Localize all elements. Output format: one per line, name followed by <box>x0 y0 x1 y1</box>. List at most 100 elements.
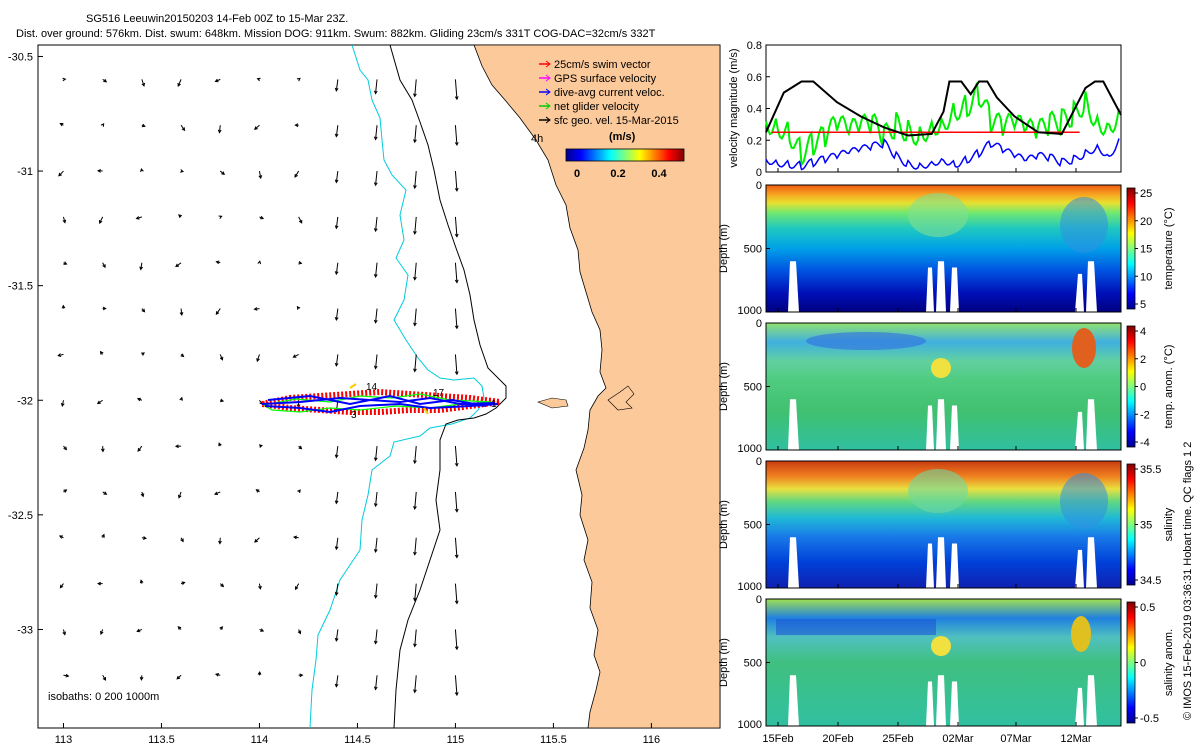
section-feature <box>908 193 968 237</box>
vector-shaft <box>335 629 339 641</box>
colorbar-tick-label: 4 <box>1140 326 1146 338</box>
vector-head <box>334 683 339 688</box>
track-label-14: 14 <box>366 382 378 393</box>
vector-head <box>254 126 258 130</box>
section-panel-2: 0 500 1000 Depth (m) 35.5 35 34.5 salinity <box>718 456 1175 593</box>
map-xtick-label: 114.5 <box>344 734 371 746</box>
colorbar-tick-label: 2 <box>1140 354 1146 366</box>
data-gap <box>1075 273 1084 312</box>
vector-head <box>334 179 339 184</box>
map-xtick-label: 114 <box>251 734 269 746</box>
vector-head <box>103 78 108 83</box>
colorbar-tick-label: 0.5 <box>1140 602 1155 614</box>
vector-head <box>294 173 298 178</box>
section-feature <box>1071 616 1091 652</box>
velocity-ytick-label: 0.4 <box>747 104 762 116</box>
data-gap <box>936 261 946 312</box>
velocity-panel: 0 0.2 0.4 0.6 0.8 velocity magnitude (m/s) <box>728 40 1122 179</box>
vector-head <box>176 675 181 680</box>
data-gap <box>788 399 799 450</box>
vector-head <box>334 87 339 92</box>
vector-shaft <box>375 446 378 461</box>
vector-head <box>102 306 107 311</box>
legend-label: 25cm/s swim vector <box>554 59 651 71</box>
vector-shaft <box>454 491 458 512</box>
colorbar-tick-0: 0 <box>574 168 580 180</box>
colorbar-tick-label: 15 <box>1140 244 1152 256</box>
vector-head <box>177 494 182 499</box>
vector-shaft <box>335 354 339 366</box>
section-ytick-label: 500 <box>744 244 762 256</box>
vector-head <box>177 626 182 630</box>
velocity-series-line <box>765 80 1122 137</box>
vector-head <box>254 539 258 543</box>
vector-head <box>62 77 67 82</box>
velocity-series-line <box>765 138 1120 171</box>
vector-head <box>179 312 184 317</box>
legend-arrowhead <box>545 102 551 110</box>
map-xtick-label: 115.5 <box>540 734 567 746</box>
vector-shaft <box>375 675 378 690</box>
isobaths-label: isobaths: 0 200 1000m <box>48 691 159 703</box>
map-ytick-label: -31.5 <box>8 281 33 293</box>
vector-head <box>454 462 459 467</box>
vector-shaft <box>414 675 417 693</box>
vector-shaft <box>375 629 378 644</box>
vector-head <box>298 445 303 450</box>
vector-head <box>334 454 339 459</box>
vector-head <box>373 549 378 554</box>
vector-head <box>215 311 220 316</box>
colorbar-tick-label: 34.5 <box>1140 575 1161 587</box>
vector-head <box>63 489 68 493</box>
vector-head <box>413 276 417 281</box>
vector-shaft <box>256 354 260 362</box>
map-x-axis: 113 113.5 114 114.5 115 115.5 116 <box>55 723 660 746</box>
legend-label: GPS surface velocity <box>554 73 657 85</box>
data-gap <box>788 537 799 588</box>
vector-head <box>454 325 459 330</box>
vector-head <box>413 230 417 235</box>
vector-shaft <box>375 354 378 369</box>
vector-head <box>292 354 297 358</box>
vector-head <box>65 673 70 678</box>
map-ytick-label: -32.5 <box>8 510 33 522</box>
vector-head <box>253 307 258 311</box>
colorbar-tick-label: 0 <box>1140 658 1146 670</box>
colorbar-label: temp. anom. (°C) <box>1163 345 1175 429</box>
vector-head <box>100 631 104 636</box>
vector-head <box>174 444 179 449</box>
vector-shaft <box>298 216 303 224</box>
data-gap <box>1086 261 1097 312</box>
vector-head <box>413 643 417 648</box>
vector-shaft <box>454 125 458 146</box>
vector-head <box>258 175 263 180</box>
vector-head <box>413 185 417 190</box>
section-ylabel: Depth (m) <box>718 224 730 273</box>
vector-head <box>103 491 108 495</box>
section-feature <box>1072 328 1096 368</box>
vector-head <box>413 93 417 98</box>
land-mass <box>473 45 720 728</box>
vector-head <box>297 489 301 494</box>
section-feature <box>1060 473 1108 529</box>
vector-head <box>454 233 459 238</box>
vector-shaft <box>335 170 339 183</box>
vector-head <box>100 123 105 127</box>
vector-head <box>181 581 186 585</box>
legend-arrowhead <box>545 60 551 68</box>
vector-head <box>454 371 459 376</box>
data-gap <box>926 405 934 450</box>
section-colorbar <box>1126 601 1136 724</box>
vector-head <box>218 540 222 545</box>
vector-head <box>100 448 105 453</box>
vector-head <box>373 686 378 691</box>
vector-head <box>219 356 224 361</box>
vector-shaft <box>414 446 417 464</box>
isobath-1000m <box>389 45 507 728</box>
legend-label: dive-avg current veloc. <box>554 87 665 99</box>
map-legend: 25cm/s swim vector GPS surface velocity di… <box>531 59 685 180</box>
vector-head <box>413 368 417 373</box>
vector-head <box>373 319 378 324</box>
